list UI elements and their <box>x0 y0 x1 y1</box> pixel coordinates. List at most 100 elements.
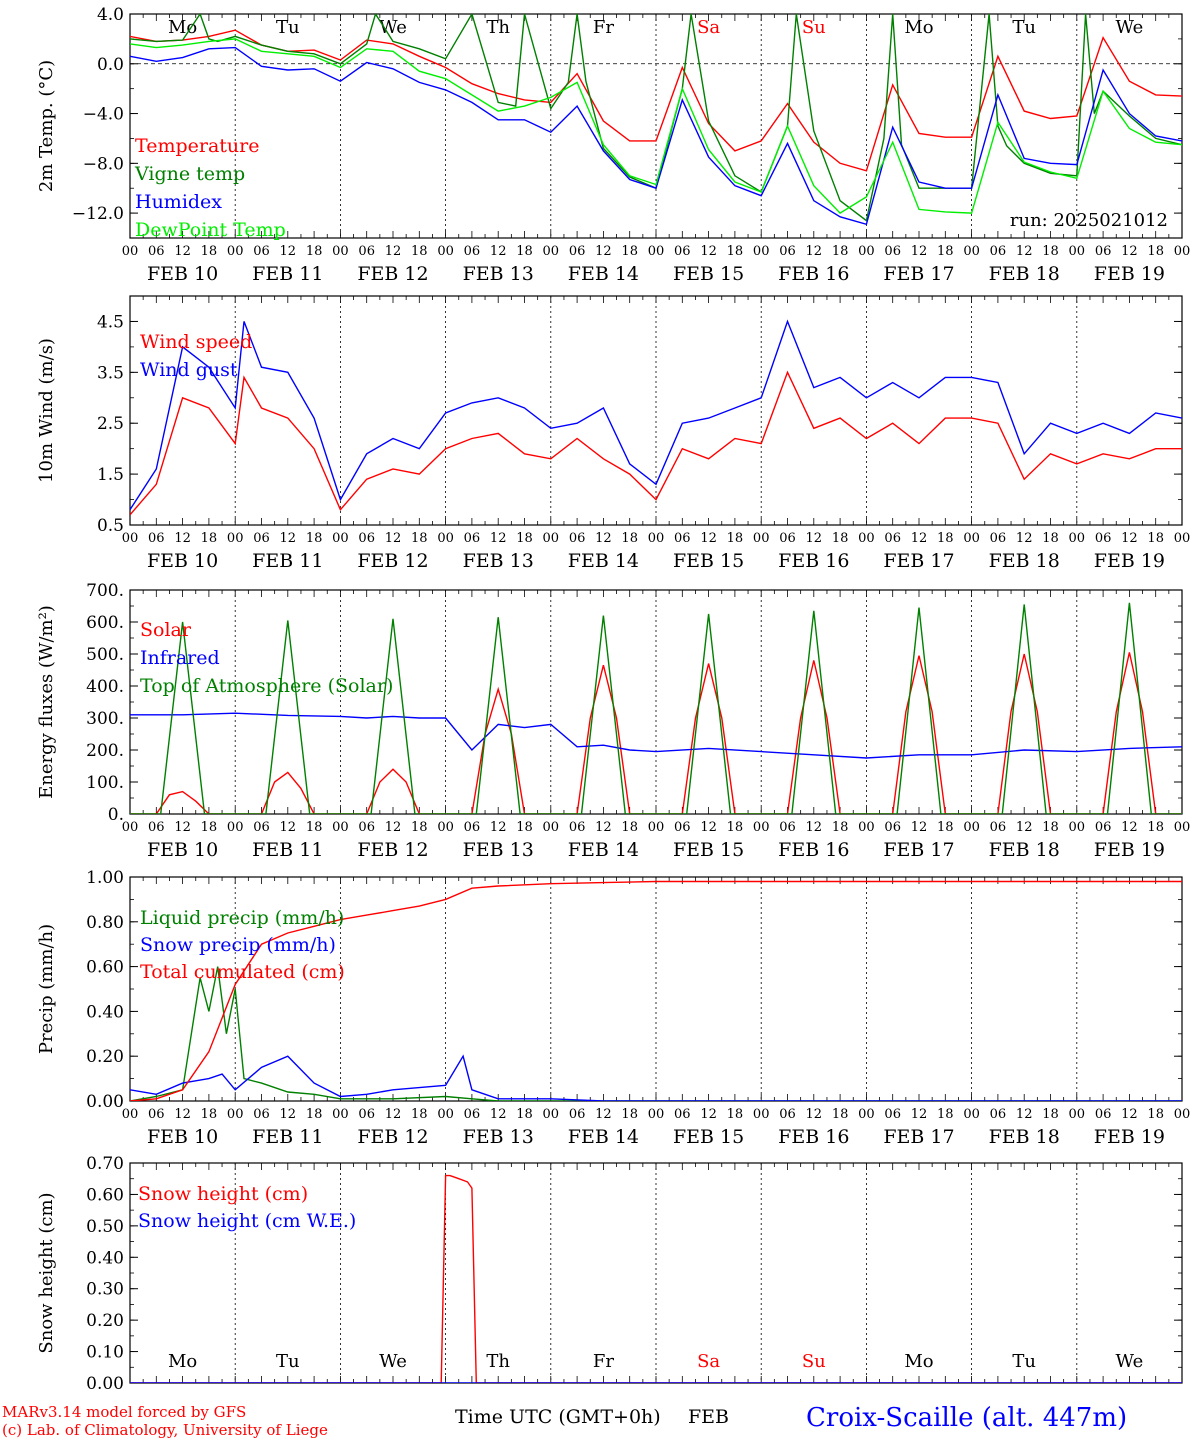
y-tick-label: 200. <box>86 741 124 761</box>
day-label: FEB 14 <box>568 550 639 572</box>
hour-tick-label: 18 <box>306 531 323 546</box>
hour-tick-label: 18 <box>201 531 218 546</box>
hour-tick-label: 12 <box>1121 531 1138 546</box>
hour-tick-label: 00 <box>543 531 560 546</box>
hour-tick-label: 18 <box>621 820 638 835</box>
hour-tick-label: 18 <box>727 1107 744 1122</box>
weekday-label: We <box>379 1351 407 1372</box>
hour-tick-label: 00 <box>858 1107 875 1122</box>
panel-3: 0. 100. 200. 300. 400. 500. 600. 700. Energy flu… <box>36 581 1190 861</box>
hour-tick-label: 12 <box>174 820 191 835</box>
legend-entry: Total cumulated (cm) <box>140 961 345 983</box>
series-wind-gust <box>130 319 1182 511</box>
hour-tick-label: 12 <box>385 820 402 835</box>
hour-tick-label: 00 <box>332 244 349 259</box>
hour-tick-label: 00 <box>753 1107 770 1122</box>
hour-tick-label: 00 <box>227 1107 244 1122</box>
weekday-label: Tu <box>276 17 300 38</box>
hour-tick-label: 18 <box>727 244 744 259</box>
y-tick-label: 0.80 <box>86 913 124 933</box>
hour-tick-label: 00 <box>332 531 349 546</box>
hour-tick-label: 06 <box>1095 1107 1112 1122</box>
day-label: FEB 11 <box>252 839 323 861</box>
hour-tick-label: 00 <box>227 531 244 546</box>
hour-tick-label: 12 <box>1121 244 1138 259</box>
y-tick-label: 0.00 <box>86 1092 124 1112</box>
day-label: FEB 11 <box>252 550 323 572</box>
month-label: FEB <box>688 1406 730 1428</box>
hour-tick-label: 12 <box>806 1107 823 1122</box>
y-tick-label: 1.5 <box>97 465 124 485</box>
hour-tick-label: 12 <box>280 820 297 835</box>
hour-tick-label: 06 <box>779 820 796 835</box>
y-tick-label: 0.40 <box>86 1248 124 1268</box>
weekday-label: Th <box>486 1351 510 1372</box>
hour-tick-label: 00 <box>963 1107 980 1122</box>
weekday-label: Mo <box>904 1351 933 1372</box>
series-solar <box>130 652 1182 814</box>
hour-tick-label: 12 <box>911 820 928 835</box>
hour-tick-label: 00 <box>1174 820 1191 835</box>
day-label: FEB 17 <box>883 263 954 285</box>
y-tick-label: 0.0 <box>97 55 124 75</box>
hour-tick-label: 12 <box>700 531 717 546</box>
hour-tick-label: 06 <box>1095 531 1112 546</box>
hour-tick-label: 00 <box>1174 244 1191 259</box>
hour-tick-label: 06 <box>148 1107 165 1122</box>
hour-tick-label: 06 <box>464 820 481 835</box>
hour-tick-label: 12 <box>490 244 507 259</box>
legend-entry: Vigne temp <box>134 163 245 185</box>
hour-tick-label: 00 <box>122 531 139 546</box>
hour-tick-label: 18 <box>937 244 954 259</box>
day-label: FEB 16 <box>778 550 849 572</box>
series-humidex <box>130 46 1182 226</box>
hour-tick-label: 06 <box>569 820 586 835</box>
y-tick-label: −4.0 <box>83 105 124 125</box>
day-label: FEB 13 <box>463 839 534 861</box>
y-tick-label: 4.0 <box>97 5 124 25</box>
series-wind-speed <box>130 370 1182 516</box>
day-label: FEB 15 <box>673 1126 744 1148</box>
hour-tick-label: 12 <box>595 820 612 835</box>
hour-tick-label: 06 <box>990 531 1007 546</box>
hour-tick-label: 18 <box>201 820 218 835</box>
hour-tick-label: 12 <box>1016 244 1033 259</box>
y-tick-label: 0.60 <box>86 958 124 978</box>
hour-tick-label: 18 <box>1042 1107 1059 1122</box>
day-label: FEB 13 <box>463 1126 534 1148</box>
hour-tick-label: 12 <box>911 531 928 546</box>
weekday-label: We <box>1116 1351 1144 1372</box>
time-axis-label: Time UTC (GMT+0h) <box>455 1406 661 1428</box>
y-tick-label: 0.10 <box>86 1343 124 1363</box>
series-temperature <box>130 29 1182 172</box>
hour-tick-label: 06 <box>358 244 375 259</box>
hour-tick-label: 06 <box>464 531 481 546</box>
hour-tick-label: 00 <box>437 244 454 259</box>
series-total-cumulated-cm <box>130 880 1182 1101</box>
weekday-label: Sa <box>697 1351 720 1372</box>
hour-tick-label: 06 <box>148 820 165 835</box>
hour-tick-label: 12 <box>280 531 297 546</box>
hour-tick-label: 12 <box>1016 820 1033 835</box>
series-dewpoint-temp <box>130 38 1182 214</box>
series-infrared <box>130 712 1182 759</box>
hour-tick-label: 00 <box>122 1107 139 1122</box>
hour-tick-label: 12 <box>911 244 928 259</box>
y-axis-label: Precip (mm/h) <box>36 924 57 1054</box>
y-tick-label: 0.50 <box>86 1217 124 1237</box>
hour-tick-label: 00 <box>437 1107 454 1122</box>
y-tick-label: 700. <box>86 581 124 601</box>
weekday-label: Su <box>802 1351 826 1372</box>
hour-tick-label: 06 <box>358 820 375 835</box>
day-label: FEB 17 <box>883 1126 954 1148</box>
hour-tick-label: 12 <box>385 244 402 259</box>
panel-5: 0.00 0.10 0.20 0.30 0.40 0.50 0.60 0.70 Snow hei… <box>36 1154 1183 1394</box>
day-label: FEB 14 <box>568 263 639 285</box>
hour-tick-label: 12 <box>1016 531 1033 546</box>
weekday-label: Fr <box>593 17 614 38</box>
hour-tick-label: 06 <box>569 244 586 259</box>
legend-entry: Solar <box>140 619 192 641</box>
legend-entry: Top of Atmosphere (Solar) <box>140 675 393 697</box>
hour-tick-label: 00 <box>648 820 665 835</box>
hour-tick-label: 06 <box>990 1107 1007 1122</box>
